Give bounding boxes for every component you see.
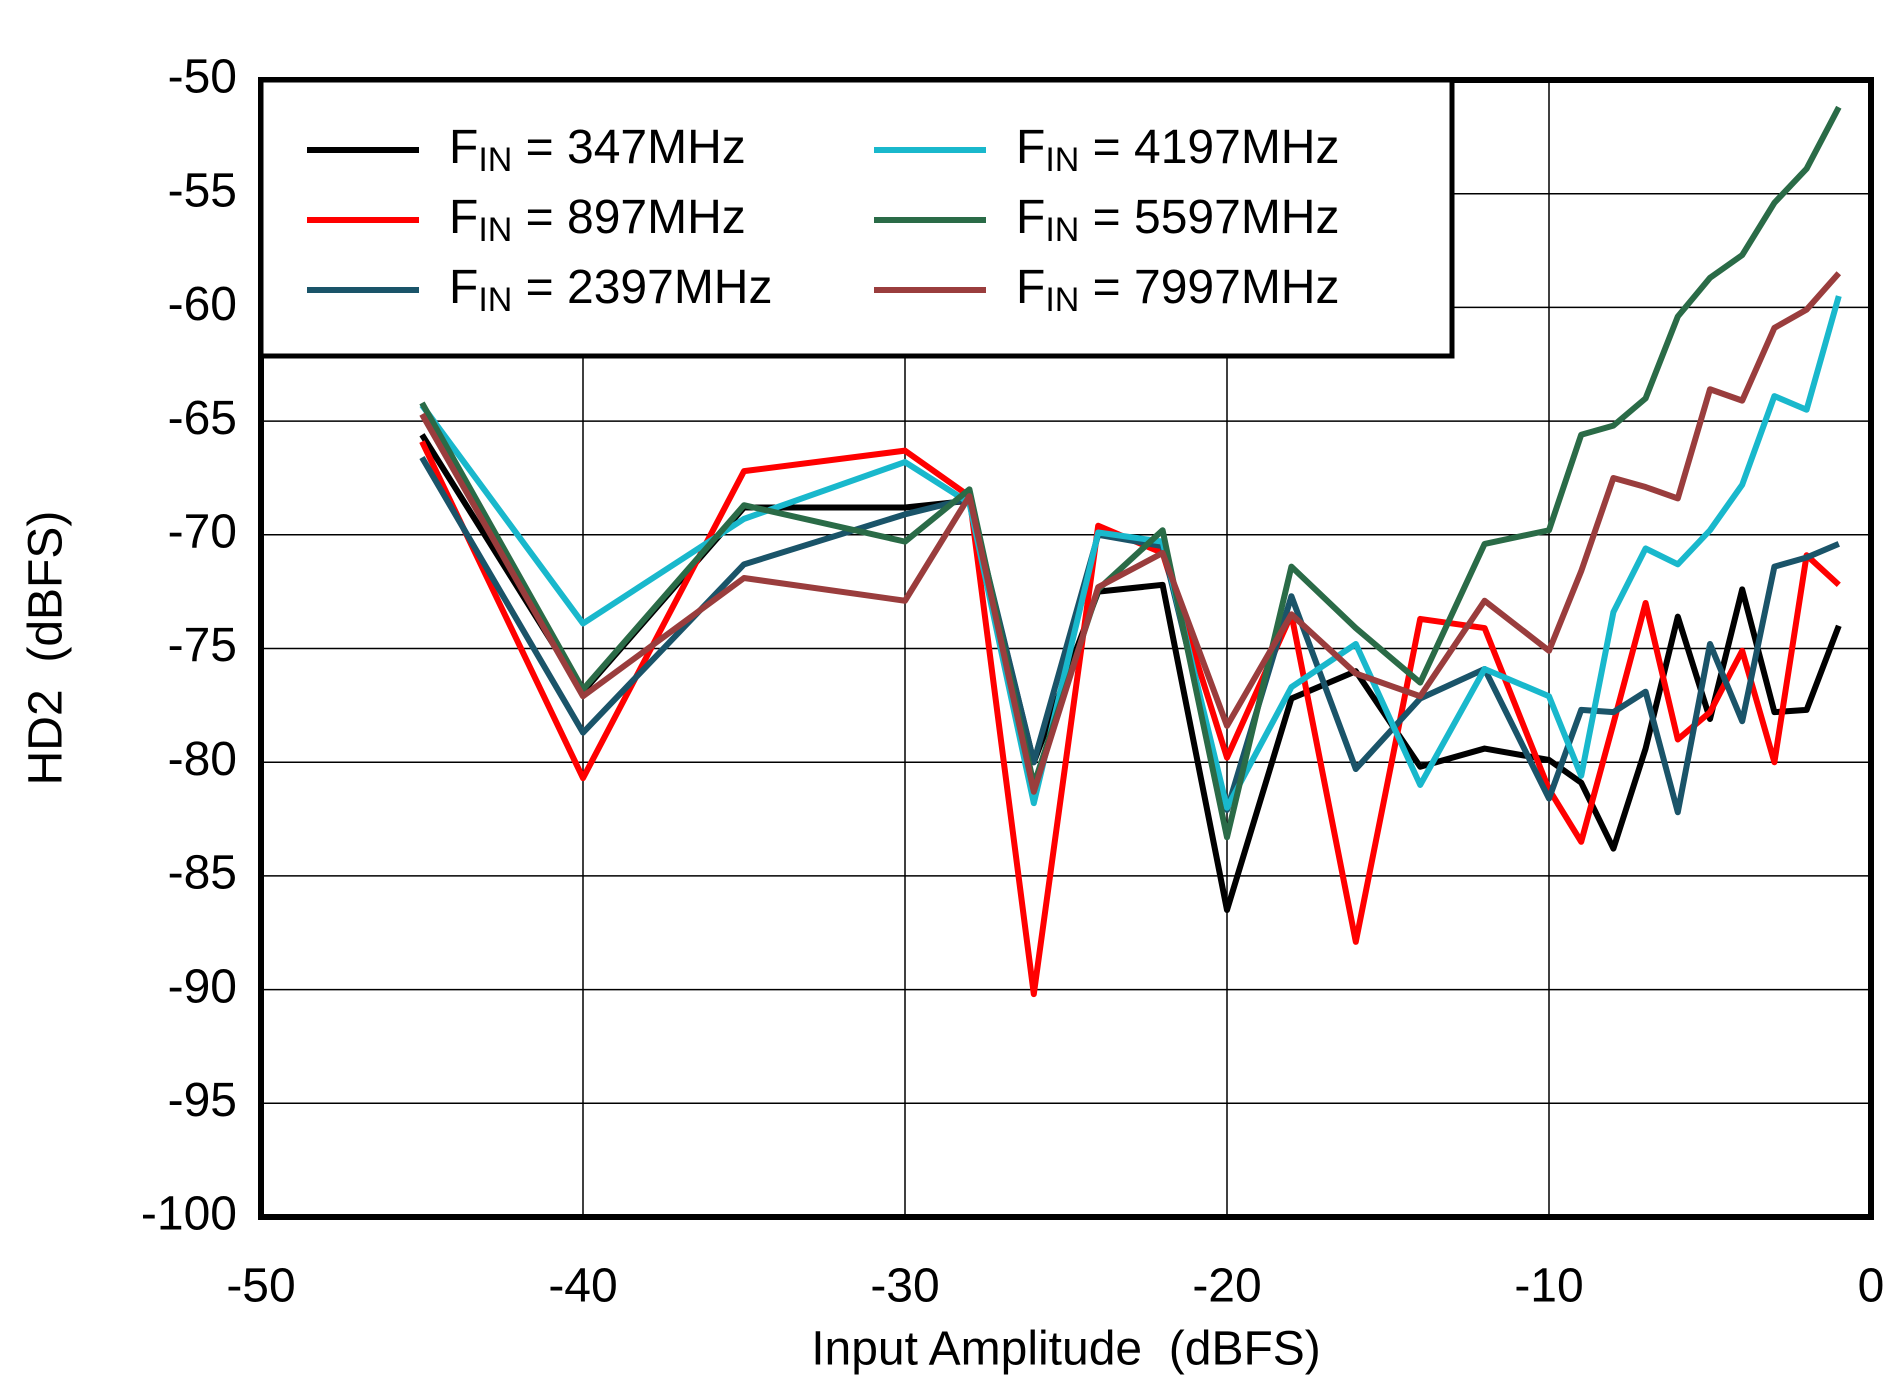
y-tick-label: -95 bbox=[168, 1074, 237, 1127]
legend-label: FIN = 2397MHz bbox=[449, 261, 772, 319]
y-axis-label: HD2 (dBFS) bbox=[20, 511, 73, 786]
x-tick-label: 0 bbox=[1858, 1260, 1885, 1313]
y-tick-label: -90 bbox=[168, 960, 237, 1013]
x-axis-label: Input Amplitude (dBFS) bbox=[811, 1323, 1321, 1376]
series-line bbox=[419, 271, 1842, 795]
series-line bbox=[419, 440, 1841, 998]
legend-label: FIN = 347MHz bbox=[449, 121, 746, 179]
x-tick-label: -30 bbox=[870, 1260, 939, 1313]
y-tick-label: -100 bbox=[141, 1188, 237, 1241]
y-tick-label: -65 bbox=[168, 392, 237, 445]
x-tick-label: -40 bbox=[548, 1260, 617, 1313]
y-tick-label: -85 bbox=[168, 847, 237, 900]
y-tick-label: -75 bbox=[168, 619, 237, 672]
legend-label: FIN = 7997MHz bbox=[1016, 261, 1339, 319]
series-line bbox=[419, 105, 1842, 841]
y-tick-label: -80 bbox=[168, 733, 237, 786]
legend-box bbox=[258, 77, 1455, 359]
legend-label: FIN = 5597MHz bbox=[1016, 191, 1339, 249]
x-tick-label: -20 bbox=[1192, 1260, 1261, 1313]
legend-label: FIN = 897MHz bbox=[449, 191, 746, 249]
y-tick-label: -50 bbox=[168, 51, 237, 104]
series-line bbox=[419, 295, 1842, 811]
y-tick-label: -60 bbox=[168, 278, 237, 331]
legend-label: FIN = 4197MHz bbox=[1016, 121, 1339, 179]
y-tick-label: -55 bbox=[168, 164, 237, 217]
y-tick-label: -70 bbox=[168, 505, 237, 558]
x-tick-label: -10 bbox=[1514, 1260, 1583, 1313]
legend: FIN = 347MHz FIN = 897MHz FIN = 2397MHz FIN… bbox=[258, 77, 1455, 359]
x-tick-label: -50 bbox=[226, 1260, 295, 1313]
